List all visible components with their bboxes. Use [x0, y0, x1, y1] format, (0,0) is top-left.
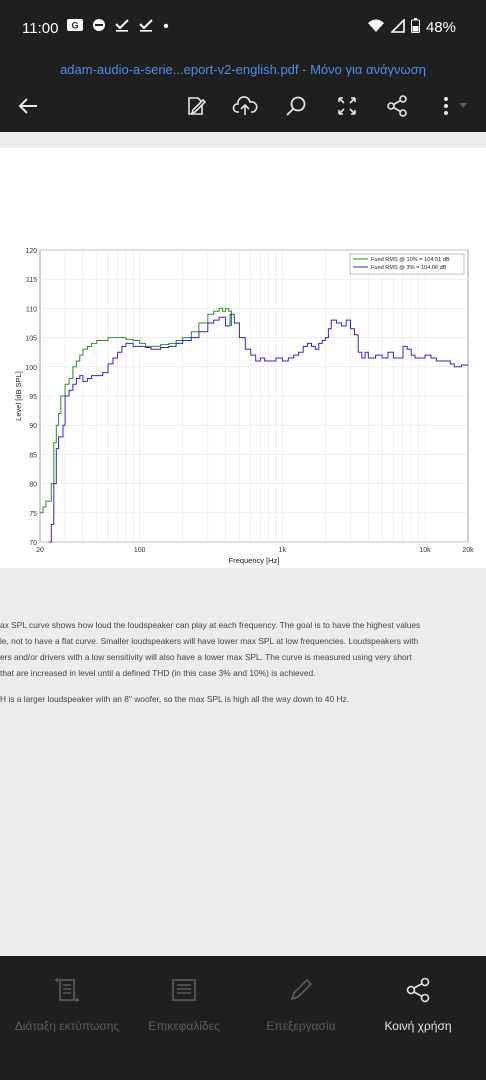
chart-svg: 70 75 80 85 90 95 100 105 110 115 120 20 100 1k 10k 20k…	[14, 248, 474, 565]
share-nav-button[interactable]: Κοινή χρήση	[358, 976, 478, 1034]
x-axis-label: Frequency [Hz]	[229, 556, 280, 565]
headings-button[interactable]: Επικεφαλίδες	[124, 976, 244, 1034]
headings-label: Επικεφαλίδες	[148, 1019, 220, 1033]
edit-label: Επεξεργασία	[266, 1019, 336, 1033]
y-tick-label: 115	[26, 277, 37, 284]
signal-icon	[390, 17, 405, 37]
legend-entry: Fund RMS @ 10% = 104.51 dB	[371, 257, 450, 263]
max-spl-chart: 70 75 80 85 90 95 100 105 110 115 120 20 100 1k 10k 20k…	[0, 224, 486, 580]
back-button[interactable]	[14, 92, 42, 120]
check-download-icon	[138, 18, 154, 35]
edit-document-icon	[188, 97, 207, 115]
fullscreen-icon	[338, 97, 356, 115]
x-tick-label: 20	[36, 547, 44, 554]
more-options-button[interactable]	[438, 92, 472, 120]
battery-icon	[410, 18, 420, 37]
share-label: Κοινή χρήση	[384, 1019, 452, 1033]
document-title[interactable]: adam-audio-a-serie...eport-v2-english.pd…	[60, 62, 426, 77]
notification-icons: G	[66, 18, 170, 35]
body-text-line: le, not to have a flat curve. Smaller lo…	[0, 636, 419, 646]
share-icon	[387, 95, 407, 117]
body-text-line: ax SPL curve shows how loud the loudspea…	[0, 620, 421, 630]
y-tick-label: 70	[29, 540, 37, 547]
document-title-bar: adam-audio-a-serie...eport-v2-english.pd…	[0, 56, 486, 82]
check-download-icon	[114, 18, 130, 35]
y-tick-label: 95	[29, 394, 37, 401]
x-tick-label: 1k	[279, 547, 287, 554]
x-tick-label: 20k	[462, 547, 474, 554]
legend-box	[349, 253, 465, 275]
pdf-page-bottom: ax SPL curve shows how loud the loudspea…	[0, 568, 486, 956]
y-tick-label: 120	[25, 248, 37, 255]
edit-document-button[interactable]	[182, 92, 210, 120]
body-text-line: that are increased in level until a defi…	[0, 668, 316, 678]
back-arrow-icon	[18, 98, 37, 114]
legend-entry: Fund RMS @ 3% = 104.06 dB	[371, 265, 447, 271]
body-text-line: H is a larger loudspeaker with an 8" woo…	[0, 694, 350, 704]
y-tick-label: 100	[25, 365, 37, 372]
y-tick-label: 110	[26, 306, 37, 313]
do-not-disturb-icon	[92, 18, 106, 35]
series-line	[48, 313, 468, 543]
pencil-icon	[290, 978, 313, 1001]
search-button[interactable]	[282, 92, 310, 120]
y-tick-label: 105	[25, 336, 37, 343]
print-layout-button[interactable]: Διάταξη εκτύπωσης	[7, 976, 127, 1034]
wifi-icon	[367, 19, 385, 37]
x-tick-label: 100	[134, 547, 146, 554]
status-right: 48%	[367, 17, 456, 37]
gmail-icon: G	[66, 18, 84, 35]
pdf-page-area[interactable]: 70 75 80 85 90 95 100 105 110 115 120 20 100 1k 10k 20k…	[0, 132, 486, 956]
y-tick-label: 75	[29, 511, 37, 518]
edit-button[interactable]: Επεξεργασία	[241, 976, 361, 1034]
bottom-nav: Διάταξη εκτύπωσης Επικεφαλίδες Επεξεργασ…	[0, 956, 486, 1080]
share-icon	[406, 977, 430, 1003]
more-vert-icon	[444, 97, 467, 115]
headings-icon	[172, 979, 196, 1001]
series-line	[40, 307, 232, 514]
pdf-page-top: 70 75 80 85 90 95 100 105 110 115 120 20 100 1k 10k 20k…	[0, 148, 486, 568]
battery-level: 48%	[425, 19, 456, 36]
status-bar: 11:00 G 48%	[0, 0, 486, 56]
y-tick-label: 85	[29, 452, 37, 459]
status-time: 11:00	[22, 20, 59, 37]
y-tick-label: 90	[29, 423, 37, 430]
y-tick-label: 80	[29, 482, 37, 489]
y-axis-label: Level [dB SPL]	[14, 371, 23, 421]
dot-icon	[162, 18, 170, 35]
body-text-line: ers and/or drivers with a low sensitivit…	[0, 652, 412, 662]
search-icon	[286, 96, 306, 116]
print-layout-label: Διάταξη εκτύπωσης	[14, 1019, 120, 1033]
svg-text:G: G	[71, 21, 78, 31]
share-button[interactable]	[383, 92, 411, 120]
toolbar	[0, 82, 486, 132]
print-layout-icon	[55, 978, 79, 1002]
cloud-upload-button[interactable]	[231, 92, 259, 120]
cloud-upload-icon	[232, 96, 258, 115]
fullscreen-button[interactable]	[333, 92, 361, 120]
x-tick-label: 10k	[419, 547, 431, 554]
